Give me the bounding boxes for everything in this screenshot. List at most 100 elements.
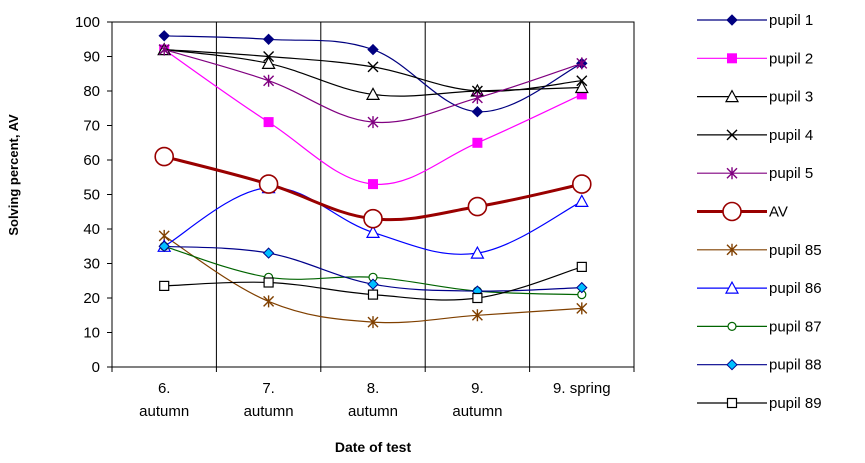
series-pupil-1 — [158, 30, 588, 118]
data-point — [263, 277, 274, 288]
data-point — [367, 116, 379, 129]
data-point — [367, 278, 379, 290]
legend-label: pupil 86 — [769, 280, 822, 297]
data-point — [367, 289, 379, 300]
legend-item: pupil 5 — [697, 165, 813, 182]
data-point — [158, 240, 170, 253]
y-tick-label: 70 — [83, 118, 100, 135]
x-tick-label: 7. autumn — [244, 380, 294, 420]
y-tick-label: 80 — [83, 83, 100, 100]
legend-label: pupil 85 — [769, 242, 822, 259]
data-point — [722, 201, 742, 222]
data-point — [365, 225, 381, 238]
x-axis-title: Date of test — [335, 439, 412, 455]
data-point — [726, 358, 738, 371]
data-point — [726, 243, 738, 256]
y-tick-label: 40 — [83, 221, 100, 238]
data-point — [154, 146, 174, 167]
data-point — [724, 280, 740, 294]
series-av — [154, 146, 592, 229]
data-point — [367, 316, 379, 329]
data-point — [576, 281, 588, 294]
data-point — [158, 30, 170, 42]
legend-item: pupil 4 — [697, 127, 813, 144]
data-point — [574, 194, 589, 207]
data-point — [262, 33, 275, 46]
data-point — [158, 43, 170, 56]
x-tick-label: 9. spring — [553, 380, 611, 397]
legend-item: pupil 1 — [697, 12, 813, 29]
data-point — [727, 53, 737, 64]
legend-label: pupil 87 — [769, 318, 822, 335]
data-point — [727, 321, 737, 331]
data-point — [263, 295, 275, 308]
plot-border — [111, 21, 635, 368]
legend-label: pupil 1 — [769, 12, 813, 29]
y-tick-label: 30 — [83, 256, 100, 273]
legend-label: pupil 3 — [769, 89, 813, 106]
legend: pupil 1 pupil 2 pupil 3 pupil 4 pupil 5 AV pup… — [697, 12, 822, 412]
data-point — [367, 61, 379, 73]
data-point — [367, 43, 379, 56]
data-point — [576, 261, 587, 272]
legend-label: pupil 88 — [769, 357, 822, 374]
y-axis-title: Solving percent, AV — [6, 114, 21, 236]
data-point — [471, 309, 483, 322]
data-point — [724, 89, 740, 103]
legend-label: pupil 2 — [769, 50, 813, 67]
legend-label: pupil 5 — [769, 165, 813, 182]
legend-item: pupil 86 — [697, 280, 822, 297]
data-point — [263, 74, 275, 87]
data-point — [471, 105, 484, 118]
data-point — [470, 245, 485, 259]
plot-area — [111, 21, 635, 368]
series-pupil-88 — [158, 240, 588, 297]
data-point — [261, 56, 276, 70]
legend-label: pupil 89 — [769, 395, 822, 412]
y-tick-label: 0 — [92, 359, 100, 376]
legend-item: AV — [697, 201, 788, 222]
x-tick-label: 9. autumn — [452, 380, 502, 420]
data-point — [159, 280, 170, 291]
series-pupil-2 — [159, 44, 587, 190]
data-point — [262, 247, 275, 259]
data-point — [576, 302, 588, 315]
data-point — [368, 179, 378, 190]
series-layer — [154, 30, 592, 329]
data-point — [263, 51, 275, 62]
data-point — [472, 292, 483, 304]
series-pupil-85 — [158, 229, 588, 329]
legend-item: pupil 89 — [697, 395, 822, 412]
data-point — [467, 196, 488, 217]
data-point — [726, 129, 738, 141]
y-tick-label: 90 — [83, 49, 100, 66]
data-point — [263, 117, 274, 128]
data-point — [571, 174, 592, 194]
y-tick-label: 50 — [83, 187, 100, 204]
y-tick-label: 100 — [75, 14, 100, 31]
series-pupil-89 — [159, 261, 587, 304]
legend-item: pupil 85 — [697, 242, 822, 259]
series-pupil-5 — [158, 43, 588, 129]
data-point — [726, 397, 738, 409]
data-point — [576, 75, 588, 87]
y-tick-label: 60 — [83, 152, 100, 169]
data-point — [365, 87, 381, 101]
data-point — [574, 80, 589, 94]
data-point — [726, 14, 738, 26]
legend-item: pupil 88 — [697, 357, 822, 374]
legend-label: AV — [769, 204, 788, 221]
legend-label: pupil 4 — [769, 127, 813, 144]
data-point — [576, 57, 588, 70]
legend-item: pupil 87 — [697, 318, 822, 335]
y-tick-label: 10 — [83, 325, 100, 342]
x-tick-label: 6. autumn — [139, 380, 189, 420]
legend-item: pupil 3 — [697, 89, 813, 106]
legend-item: pupil 2 — [697, 50, 813, 67]
series-line — [164, 49, 582, 124]
x-tick-label: 8. autumn — [348, 380, 398, 420]
data-point — [472, 137, 483, 148]
y-tick-label: 20 — [83, 290, 100, 307]
data-point — [258, 174, 279, 194]
